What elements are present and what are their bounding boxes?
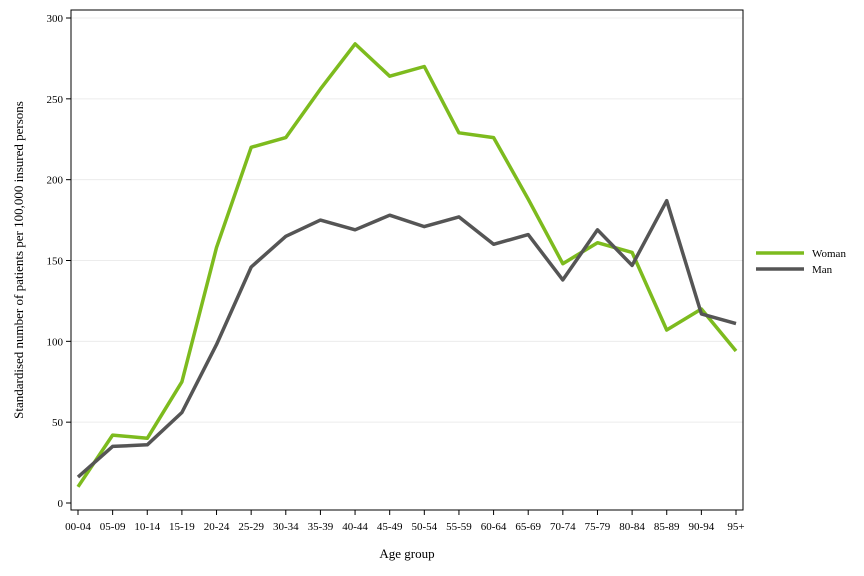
x-tick-label: 90-94	[689, 521, 715, 533]
x-tick-label: 60-64	[481, 521, 507, 533]
x-tick-label: 40-44	[342, 521, 368, 533]
legend: Woman Man	[756, 248, 846, 276]
y-tick-label: 150	[47, 256, 64, 268]
legend-label-man: Man	[812, 264, 833, 276]
x-tick-label: 65-69	[515, 521, 541, 533]
y-axis-title: Standardised number of patients per 100,…	[11, 101, 26, 419]
legend-label-woman: Woman	[812, 248, 846, 260]
y-tick-label: 300	[47, 13, 64, 25]
gridlines	[71, 17, 743, 423]
x-tick-label: 75-79	[585, 521, 611, 533]
x-tick-label: 70-74	[550, 521, 576, 533]
y-tick-label: 250	[47, 94, 64, 106]
y-tick-label: 100	[47, 336, 64, 348]
y-axis: 0 50 100 150 200 250 300	[47, 13, 71, 510]
y-tick-label: 200	[47, 175, 64, 187]
y-tick-label: 50	[52, 417, 64, 429]
x-tick-label: 35-39	[308, 521, 334, 533]
x-tick-label: 00-04	[65, 521, 91, 533]
series-lines	[76, 42, 738, 488]
x-tick-label: 50-54	[411, 521, 437, 533]
x-tick-label: 20-24	[204, 521, 230, 533]
y-tick-label: 0	[58, 498, 64, 510]
x-tick-label: 25-29	[238, 521, 264, 533]
series-line-man	[76, 198, 737, 479]
x-tick-label: 95+	[727, 521, 744, 533]
x-tick-label: 15-19	[169, 521, 195, 533]
x-tick-label: 45-49	[377, 521, 403, 533]
x-tick-label: 80-84	[619, 521, 645, 533]
x-axis: 00-04 05-09 10-14 15-19 20-24 25-29 30-34 35-39…	[65, 510, 745, 533]
x-tick-label: 05-09	[100, 521, 126, 533]
x-tick-label: 30-34	[273, 521, 299, 533]
series-line-woman	[76, 42, 738, 488]
x-tick-label: 85-89	[654, 521, 680, 533]
x-tick-label: 55-59	[446, 521, 472, 533]
x-axis-title: Age group	[379, 546, 434, 561]
x-tick-label: 10-14	[134, 521, 160, 533]
